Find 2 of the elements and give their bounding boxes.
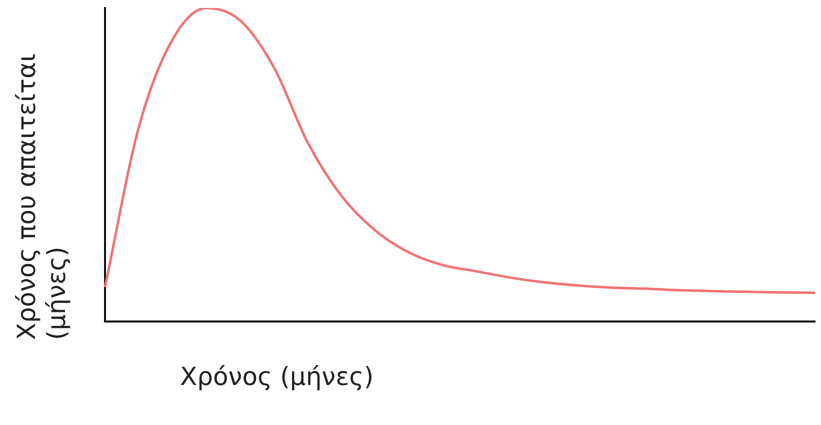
y-axis-title: Χρόνος που απαιτείται (μήνες) bbox=[12, 52, 72, 340]
x-axis-title: Χρόνος (μήνες) bbox=[180, 362, 374, 391]
